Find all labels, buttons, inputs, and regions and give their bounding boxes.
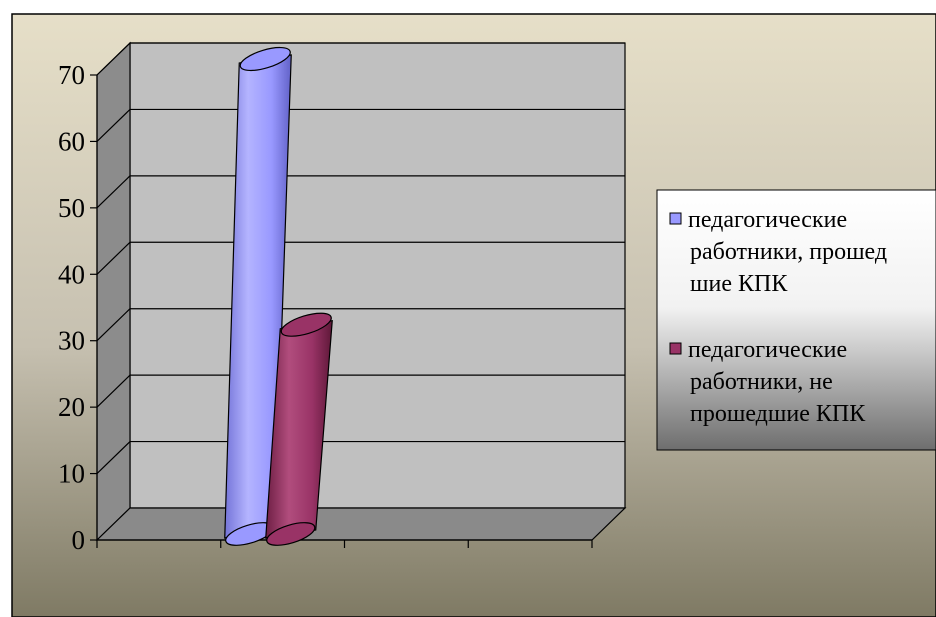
gridline: [96, 374, 625, 408]
legend-label-line: работники, не: [690, 369, 833, 395]
gridline: [96, 42, 625, 76]
gridline: [96, 241, 625, 275]
bar-not-trained: [265, 312, 333, 546]
y-tick-label: 20: [58, 392, 85, 422]
legend: педагогические работники, прошед шие КПК пе…: [656, 189, 936, 451]
side-wall: [96, 41, 131, 542]
plot-area: [95, 41, 627, 548]
gridline: [96, 308, 625, 342]
bars: [224, 46, 333, 546]
y-tick-label: 30: [58, 326, 85, 356]
floor: [95, 507, 627, 541]
y-tick-label: 50: [58, 193, 85, 223]
legend-label-line: прошедшие КПК: [690, 401, 866, 427]
legend-box: [656, 189, 936, 451]
y-axis-ticks: 0 10 20 30 40 50 60 70: [58, 60, 97, 555]
y-tick-label: 0: [72, 525, 86, 555]
gridline: [96, 440, 625, 475]
legend-swatch-2: [669, 342, 682, 355]
cylinder-top: [280, 312, 332, 337]
y-tick-label: 10: [58, 459, 85, 489]
gridline: [96, 175, 625, 209]
legend-label-line: работники, прошед: [690, 239, 887, 265]
y-tick-label: 40: [58, 259, 85, 289]
back-wall: [129, 42, 626, 509]
y-tick-label: 70: [58, 60, 85, 90]
y-tick-label: 60: [58, 126, 85, 156]
cylinder-top: [239, 46, 291, 72]
legend-label-line: шие КПК: [690, 271, 788, 297]
cylinder-bottom: [266, 522, 316, 546]
legend-label-line: педагогические: [688, 207, 847, 233]
gridline: [96, 108, 625, 142]
legend-label-line: педагогические: [688, 337, 847, 363]
legend-swatch-1: [669, 212, 682, 225]
